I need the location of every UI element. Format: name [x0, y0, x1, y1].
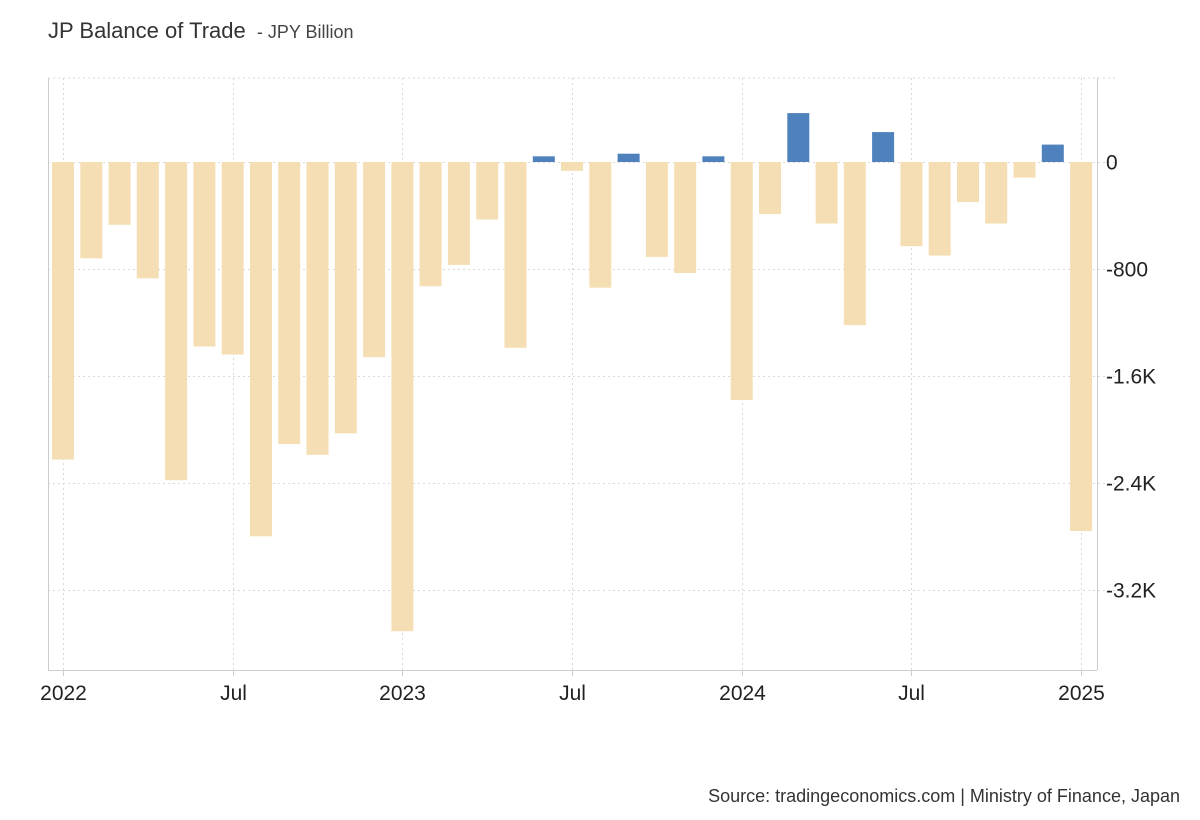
chart-subtitle-prefix: - [251, 22, 268, 42]
bar-2024-02 [759, 162, 781, 215]
source-credit: Source: tradingeconomics.com | Ministry … [708, 786, 1180, 806]
bar-2023-05 [504, 162, 527, 348]
bar-layer [52, 113, 1093, 632]
y-tick-label: 0 [1106, 152, 1118, 175]
bar-2022-11 [334, 162, 357, 434]
x-tick-label: Jul [898, 682, 925, 705]
label-layer: 0 -800 -1.6K -2.4K -3.2K 2022 Jul 2023 Jul 2024 Ju… [40, 152, 1156, 706]
bar-2022-08 [250, 162, 272, 537]
bar-2023-07 [561, 162, 583, 171]
bar-2024-06 [872, 132, 895, 162]
bar-2023-11 [674, 162, 697, 273]
bar-2024-07 [900, 162, 923, 247]
bar-2025-01 [1070, 162, 1093, 531]
y-tick-label: -2.4K [1106, 473, 1156, 496]
x-tick-label: 2023 [379, 682, 426, 705]
chart-title: JP Balance of Trade [48, 18, 246, 43]
bar-2024-10 [985, 162, 1008, 224]
x-tick-label: 2024 [719, 682, 766, 705]
bar-2023-01 [391, 162, 414, 632]
chart-title-block: JP Balance of Trade - JPY Billion [48, 18, 354, 44]
bar-2022-05 [165, 162, 188, 481]
bar-2024-01 [730, 162, 753, 400]
bar-2024-09 [957, 162, 979, 203]
x-tick-label: 2025 [1058, 682, 1105, 705]
bar-2023-02 [419, 162, 442, 287]
bar-2023-06 [532, 156, 555, 162]
bar-2022-03 [108, 162, 131, 225]
bar-2023-09 [617, 153, 640, 162]
y-tick-label: -1.6K [1106, 366, 1156, 389]
bar-2022-09 [278, 162, 301, 445]
bar-2024-12 [1041, 144, 1064, 162]
bar-2024-03 [787, 113, 810, 162]
x-tick-label: Jul [220, 682, 247, 705]
axis-layer [48, 78, 1098, 676]
bar-2024-04 [815, 162, 838, 224]
y-tick-label: -800 [1106, 259, 1148, 282]
bar-2022-01 [52, 162, 74, 460]
bar-2022-06 [193, 162, 216, 347]
chart-subtitle: JPY Billion [267, 22, 354, 42]
bar-2024-05 [843, 162, 866, 326]
bar-2023-10 [645, 162, 668, 257]
bar-2022-07 [221, 162, 244, 355]
bar-2023-08 [589, 162, 612, 288]
bar-2024-08 [928, 162, 951, 256]
bar-2022-02 [80, 162, 103, 259]
bar-2022-12 [363, 162, 386, 358]
x-tick-label: 2022 [40, 682, 87, 705]
bar-2023-04 [476, 162, 499, 220]
bar-2022-04 [136, 162, 159, 279]
bar-2023-03 [447, 162, 470, 265]
bar-2023-12 [702, 156, 725, 162]
bar-2024-11 [1013, 162, 1036, 178]
x-tick-label: Jul [559, 682, 586, 705]
y-tick-label: -3.2K [1106, 580, 1156, 603]
bar-2022-10 [306, 162, 329, 455]
